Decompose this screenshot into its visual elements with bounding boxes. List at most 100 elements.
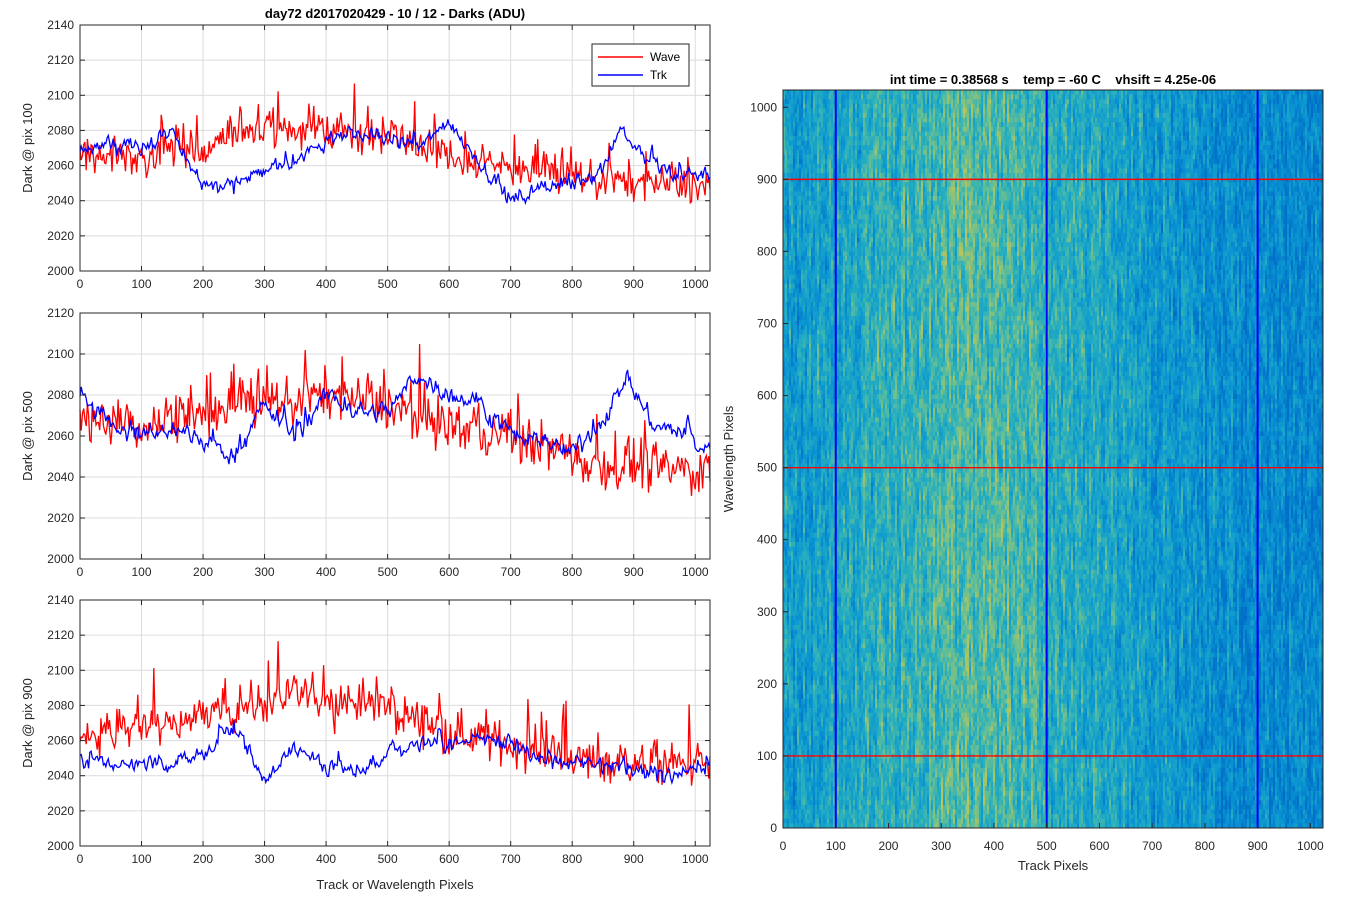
heatmap-cell [785,491,787,496]
heatmap-cell [817,311,819,316]
heatmap-cell [801,810,803,815]
heatmap-cell [821,284,823,289]
heatmap-cell [791,454,793,459]
heatmap-cell [787,496,789,501]
heatmap-cell [821,436,823,441]
heatmap-cell [801,275,803,280]
heatmap-cell [819,722,821,727]
heatmap-cell [807,524,809,529]
heatmap-cell [791,381,793,386]
heatmap-cell [799,127,801,132]
heatmap-cell [787,653,789,658]
heatmap-cell [819,436,821,441]
heatmap-cell [805,284,807,289]
heatmap-cell [809,786,811,791]
heatmap-cell [811,667,813,672]
heatmap-cell [803,113,805,118]
heatmap-cell [803,676,805,681]
heatmap-cell [789,501,791,506]
heatmap-cell [817,339,819,344]
heatmap-cell [801,311,803,316]
heatmap-cell [809,90,811,95]
heatmap-cell [815,265,817,270]
heatmap-cell [805,256,807,261]
heatmap-cell [791,191,793,196]
heatmap-cell [801,362,803,367]
heatmap-cell [787,630,789,635]
heatmap-cell [799,588,801,593]
heatmap-cell [811,657,813,662]
heatmap-cell [823,265,825,270]
heatmap-cell [815,173,817,178]
heatmap-cell [803,699,805,704]
heatmap-cell [789,727,791,732]
heatmap-cell [807,676,809,681]
heatmap-cell [785,95,787,100]
heatmap-cell [793,371,795,376]
heatmap-cell [789,740,791,745]
heatmap-cell [817,699,819,704]
heatmap-cell [801,754,803,759]
heatmap-cell [817,754,819,759]
heatmap-cell [803,727,805,732]
heatmap-cell [795,353,797,358]
heatmap-cell [797,247,799,252]
heatmap-cell [787,132,789,137]
heatmap-cell [803,321,805,326]
heatmap-cell [799,750,801,755]
heatmap-cell [815,261,817,266]
heatmap-cell [793,293,795,298]
heatmap-cell [811,639,813,644]
heatmap-cell [797,201,799,206]
heatmap-cell [821,275,823,280]
heatmap-cell [813,644,815,649]
heatmap-cell [799,565,801,570]
heatmap-cell [793,330,795,335]
heatmap-cell [807,325,809,330]
heatmap-cell [799,288,801,293]
heatmap-cell [821,759,823,764]
heatmap-cell [811,473,813,478]
heatmap-cell [787,593,789,598]
heatmap-cell [813,519,815,524]
heatmap-cell [797,768,799,773]
heatmap-cell [797,786,799,791]
heatmap-cell [787,708,789,713]
heatmap-cell [799,339,801,344]
heatmap-cell [811,685,813,690]
heatmap-cell [791,187,793,192]
heatmap-cell [797,754,799,759]
heatmap-cell [819,275,821,280]
heatmap-cell [801,524,803,529]
heatmap-cell [811,376,813,381]
heatmap-cell [813,399,815,404]
heatmap-cell [797,777,799,782]
heatmap-cell [791,358,793,363]
heatmap-cell [821,215,823,220]
heatmap-cell [819,228,821,233]
heatmap-cell [805,556,807,561]
heatmap-cell [821,408,823,413]
heatmap-cell [789,537,791,542]
heatmap-cell [791,298,793,303]
heatmap-cell [797,671,799,676]
heatmap-cell [807,431,809,436]
heatmap-cell [805,477,807,482]
heatmap-cell [821,551,823,556]
heatmap-cell [821,108,823,113]
heatmap-cell [799,173,801,178]
heatmap-cell [815,321,817,326]
heatmap-cell [799,496,801,501]
heatmap-cell [809,302,811,307]
heatmap-cell [785,667,787,672]
heatmap-cell [819,256,821,261]
heatmap-cell [809,487,811,492]
heatmap-cell [791,671,793,676]
heatmap-cell [815,311,817,316]
heatmap-cell [793,625,795,630]
heatmap-cell [821,653,823,658]
heatmap-cell [821,404,823,409]
heatmap-cell [815,662,817,667]
heatmap-cell [809,690,811,695]
heatmap-cell [811,136,813,141]
